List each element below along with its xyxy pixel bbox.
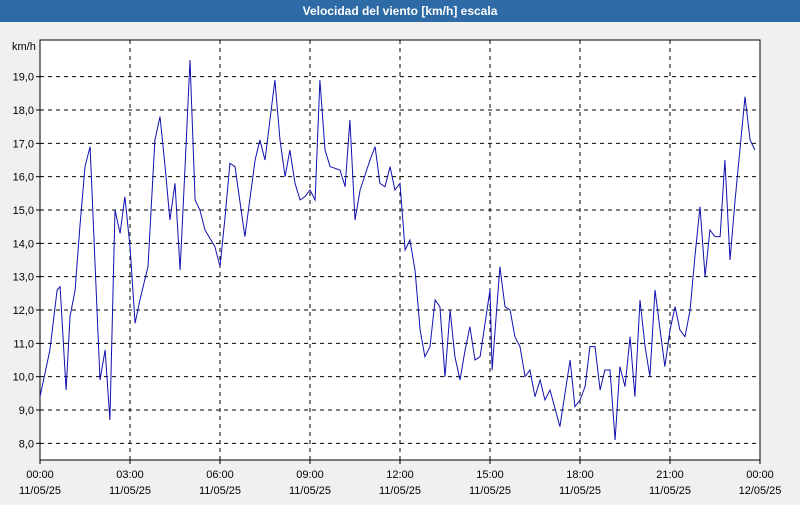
x-tick-label: 18:00 — [566, 469, 594, 481]
x-tick-date: 11/05/25 — [379, 485, 421, 497]
x-tick-label: 06:00 — [206, 469, 234, 481]
y-tick-label: 10,0 — [13, 372, 34, 384]
y-tick-label: 15,0 — [13, 205, 34, 217]
y-tick-label: 17,0 — [13, 138, 34, 150]
y-tick-label: 18,0 — [13, 105, 34, 117]
y-tick-label: 11,0 — [13, 338, 34, 350]
x-tick-date: 11/05/25 — [199, 485, 241, 497]
y-tick-label: 13,0 — [13, 272, 34, 284]
x-tick-label: 03:00 — [116, 469, 144, 481]
y-tick-label: 19,0 — [13, 72, 34, 84]
title-bar — [0, 0, 800, 22]
x-tick-date: 11/05/25 — [559, 485, 601, 497]
y-tick-label: 14,0 — [13, 238, 34, 250]
x-tick-label: 00:00 — [26, 469, 54, 481]
chart-title: Velocidad del viento [km/h] escala — [303, 4, 498, 18]
x-tick-label: 21:00 — [656, 469, 684, 481]
x-tick-label: 15:00 — [476, 469, 504, 481]
y-tick-label: 8,0 — [19, 438, 34, 450]
y-tick-label: 12,0 — [13, 305, 34, 317]
y-axis-label: km/h — [12, 41, 36, 53]
x-tick-date: 11/05/25 — [469, 485, 511, 497]
y-tick-label: 9,0 — [19, 405, 34, 417]
y-tick-label: 16,0 — [13, 172, 34, 184]
x-tick-label: 00:00 — [746, 469, 774, 481]
x-tick-date: 12/05/25 — [739, 485, 782, 497]
x-tick-label: 12:00 — [386, 469, 414, 481]
x-tick-date: 11/05/25 — [19, 485, 61, 497]
x-tick-date: 11/05/25 — [289, 485, 331, 497]
x-tick-date: 11/05/25 — [109, 485, 151, 497]
x-tick-label: 09:00 — [296, 469, 324, 481]
x-tick-date: 11/05/25 — [649, 485, 691, 497]
data-line — [39, 59, 756, 441]
